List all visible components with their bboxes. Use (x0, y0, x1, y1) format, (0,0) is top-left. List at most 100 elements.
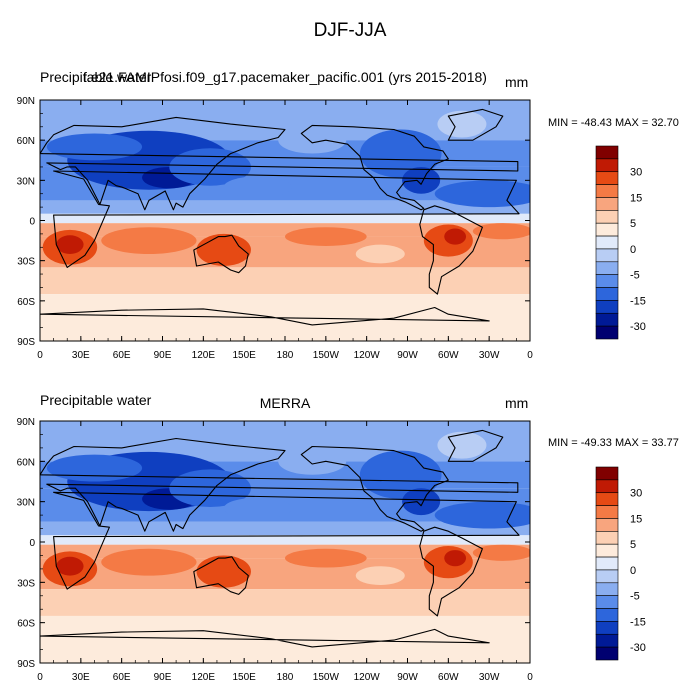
coast-greenland (447, 429, 504, 462)
field-south-america-core (444, 550, 467, 567)
field-indian-ocean-positive (101, 227, 197, 254)
colorbar-1-segment (595, 145, 619, 160)
lon-tick-label: 150E (232, 672, 256, 683)
lon-tick-label: 60E (113, 350, 131, 361)
colorbar-1-segment (595, 158, 619, 173)
panel-2-case-title: MERRA (259, 395, 311, 411)
field-band-north-tropic (40, 521, 530, 536)
colorbar-1-segment (595, 235, 619, 250)
colorbar-2-segment (595, 543, 619, 558)
lon-tick-label: 90E (154, 672, 172, 683)
field-southern-africa-core (56, 556, 84, 576)
colorbar-2-segment (595, 633, 619, 648)
colorbar-1-segment (595, 274, 619, 288)
field-australia-positive (196, 233, 251, 267)
field-bering-weak (278, 447, 347, 475)
colorbar-1-segment (595, 171, 619, 185)
colorbar-1-segment (595, 325, 619, 340)
lat-tick-label: 60N (17, 457, 35, 468)
field-band-equator (40, 213, 530, 224)
lon-tick-label: 120W (354, 350, 381, 361)
field-europe-negative (46, 133, 143, 161)
panel-2-units: mm (505, 395, 529, 411)
coast-south-america (419, 526, 483, 617)
colorbar-2-label: 15 (630, 513, 642, 525)
field-band-south-midlat (40, 589, 530, 616)
colorbar-2-segment (595, 505, 619, 519)
lon-tick-label: 120E (192, 350, 216, 361)
lon-tick-label: 150W (313, 350, 340, 361)
colorbar-2-label: 0 (630, 565, 636, 577)
field-south-america-core (444, 228, 467, 245)
field-north-america-negative (359, 450, 442, 499)
lon-tick-label: 180 (277, 672, 294, 683)
colorbar-2-segment (595, 621, 619, 635)
coast-australia (193, 234, 249, 274)
colorbar-1-label: -30 (630, 321, 646, 333)
colorbar-1-segment (595, 222, 619, 237)
colorbar-1-label: -15 (630, 295, 646, 307)
field-south-atlantic-positive (472, 544, 530, 561)
coast-eurasia (40, 437, 519, 532)
field-north-america-negative (359, 129, 442, 178)
colorbar-2-segment (595, 569, 619, 584)
coast-greenland (447, 108, 504, 141)
colorbar-2-segment (595, 556, 619, 571)
field-east-asia-negative (169, 469, 251, 508)
field-atlantic-negative (434, 501, 530, 529)
lon-tick-label: 60E (113, 672, 131, 683)
coast-north-america (300, 124, 449, 211)
figure-title: DJF-JJA (313, 20, 387, 41)
colorbar-1-label: 5 (630, 218, 636, 230)
field-south-atlantic-positive (472, 223, 530, 240)
lat-tick-label: 0 (29, 217, 35, 228)
panel-1-units: mm (505, 74, 529, 90)
colorbar-2-label: -15 (630, 616, 646, 628)
colorbar-2-segment (595, 531, 619, 545)
lon-tick-label: 90W (397, 672, 418, 683)
panel-2-minmax: MIN = -49.33 MAX = 33.77 (548, 437, 679, 449)
field-europe-negative (46, 454, 143, 482)
colorbar-2-label: 5 (630, 539, 636, 551)
lon-tick-label: 0 (37, 350, 43, 361)
lat-tick-label: 60N (17, 136, 35, 147)
colorbar-2-segment (595, 608, 619, 622)
coast-antarctica (40, 628, 490, 648)
lon-tick-label: 150W (313, 672, 340, 683)
lat-tick-label: 60S (17, 297, 35, 308)
colorbar-2-segment (595, 646, 619, 661)
colorbar-1-segment (595, 287, 619, 301)
map-panel-1 (40, 100, 530, 341)
lon-tick-label: 60W (438, 350, 459, 361)
lon-tick-label: 0 (527, 672, 533, 683)
colorbar-1-label: 0 (630, 244, 636, 256)
lat-tick-label: 30S (17, 257, 35, 268)
colorbar-2-label: -5 (630, 591, 640, 603)
lat-tick-label: 0 (29, 538, 35, 549)
lon-tick-label: 0 (527, 350, 533, 361)
field-atlantic-negative (434, 180, 530, 208)
lat-tick-label: 30N (17, 498, 35, 509)
colorbar-2-segment (595, 595, 619, 609)
colorbar-2-segment (595, 582, 619, 596)
colorbar-1-label: -5 (630, 270, 640, 282)
colorbar-2-segment (595, 492, 619, 506)
coast-antarctica (40, 306, 490, 326)
panel-1-variable-title: Precipitable water (40, 69, 152, 85)
lat-tick-label: 90S (17, 337, 35, 348)
field-southeast-pacific-weak (355, 566, 405, 586)
field-greenland-weak (437, 431, 487, 459)
colorbar-1-segment (595, 312, 619, 327)
field-southeast-pacific-weak (355, 244, 405, 264)
field-south-pacific-positive (285, 548, 367, 568)
field-southern-africa-core (56, 235, 84, 254)
lon-tick-label: 30W (479, 350, 500, 361)
field-greenland-weak (437, 110, 487, 138)
lon-tick-label: 30E (72, 350, 90, 361)
field-band-south-midlat (40, 267, 530, 295)
colorbar-2-segment (595, 518, 619, 532)
colorbar-1-segment (595, 184, 619, 198)
field-australia-positive (196, 555, 251, 588)
field-indian-ocean-positive (101, 548, 197, 576)
